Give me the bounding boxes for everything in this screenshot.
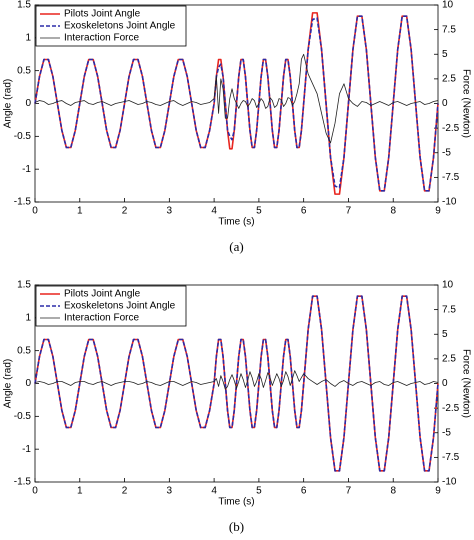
- x-tick-label: 0: [32, 486, 38, 497]
- x-tick-label: 3: [167, 486, 173, 497]
- series-line: [34, 370, 439, 390]
- x-tick-label: 0: [32, 206, 38, 217]
- y2-tick-label: -2.5: [442, 123, 460, 134]
- y-axis-label: Angle (rad): [3, 79, 14, 128]
- y2-tick-label: 10: [442, 280, 454, 291]
- y-tick-label: 1: [25, 312, 31, 323]
- y-tick-label: -1: [22, 444, 31, 455]
- y-tick-label: -0.5: [14, 411, 32, 422]
- y-tick-label: 0.5: [17, 345, 31, 356]
- legend-label: Pilots Joint Angle: [64, 9, 141, 20]
- y2-tick-label: -7.5: [442, 172, 460, 183]
- y-tick-label: 0: [25, 378, 31, 389]
- series-line: [34, 15, 439, 192]
- y-tick-label: -1: [22, 164, 31, 175]
- y2-tick-label: -10: [442, 477, 457, 488]
- y2-tick-label: -7.5: [442, 452, 460, 463]
- y-tick-label: -1.5: [14, 477, 32, 488]
- x-tick-label: 2: [122, 206, 128, 217]
- y2-tick-label: 7.5: [442, 24, 456, 35]
- legend-label: Interaction Force: [64, 33, 139, 44]
- y-tick-label: 0.5: [17, 65, 31, 76]
- series-line: [34, 53, 439, 144]
- y2-axis-label: Force (Newton): [460, 69, 471, 138]
- x-tick-label: 8: [390, 486, 396, 497]
- y2-tick-label: 2.5: [442, 74, 456, 85]
- y2-tick-label: 5: [442, 49, 448, 60]
- x-tick-label: 9: [435, 206, 441, 217]
- y2-tick-label: 2.5: [442, 354, 456, 365]
- y2-tick-label: -5: [442, 147, 451, 158]
- legend-label: Interaction Force: [64, 313, 139, 324]
- legend-label: Pilots Joint Angle: [64, 289, 141, 300]
- x-tick-label: 4: [211, 206, 217, 217]
- x-tick-label: 9: [435, 486, 441, 497]
- y-axis-label: Angle (rad): [3, 359, 14, 408]
- y2-axis-label: Force (Newton): [460, 349, 471, 418]
- y-tick-label: 1.5: [17, 280, 31, 291]
- y2-tick-label: -10: [442, 197, 457, 208]
- legend-label: Exoskeletons Joint Angle: [64, 21, 176, 32]
- legend-label: Exoskeletons Joint Angle: [64, 301, 176, 312]
- y2-tick-label: 0: [442, 378, 448, 389]
- y-tick-label: 1: [25, 32, 31, 43]
- y2-tick-label: 7.5: [442, 304, 456, 315]
- x-tick-label: 3: [167, 206, 173, 217]
- x-tick-label: 1: [77, 486, 83, 497]
- x-tick-label: 5: [256, 486, 262, 497]
- caption: (a): [229, 239, 243, 254]
- x-tick-label: 4: [211, 486, 217, 497]
- y2-tick-label: 5: [442, 329, 448, 340]
- x-tick-label: 6: [301, 206, 307, 217]
- caption: (b): [229, 519, 244, 534]
- y2-tick-label: -2.5: [442, 403, 460, 414]
- legend-box: [35, 285, 187, 327]
- x-tick-label: 2: [122, 486, 128, 497]
- x-tick-label: 8: [390, 206, 396, 217]
- y-tick-label: -0.5: [14, 131, 32, 142]
- y-tick-label: 0: [25, 98, 31, 109]
- y-tick-label: -1.5: [14, 197, 32, 208]
- y2-tick-label: -5: [442, 427, 451, 438]
- x-tick-label: 7: [346, 206, 352, 217]
- x-tick-label: 1: [77, 206, 83, 217]
- x-axis-label: Time (s): [218, 497, 254, 508]
- x-tick-label: 5: [256, 206, 262, 217]
- x-axis-label: Time (s): [218, 217, 254, 228]
- y2-tick-label: 0: [442, 98, 448, 109]
- y2-tick-label: 10: [442, 0, 454, 11]
- series-line: [34, 295, 439, 472]
- x-tick-label: 6: [301, 486, 307, 497]
- y-tick-label: 1.5: [17, 0, 31, 11]
- x-tick-label: 7: [346, 486, 352, 497]
- legend-box: [35, 5, 187, 47]
